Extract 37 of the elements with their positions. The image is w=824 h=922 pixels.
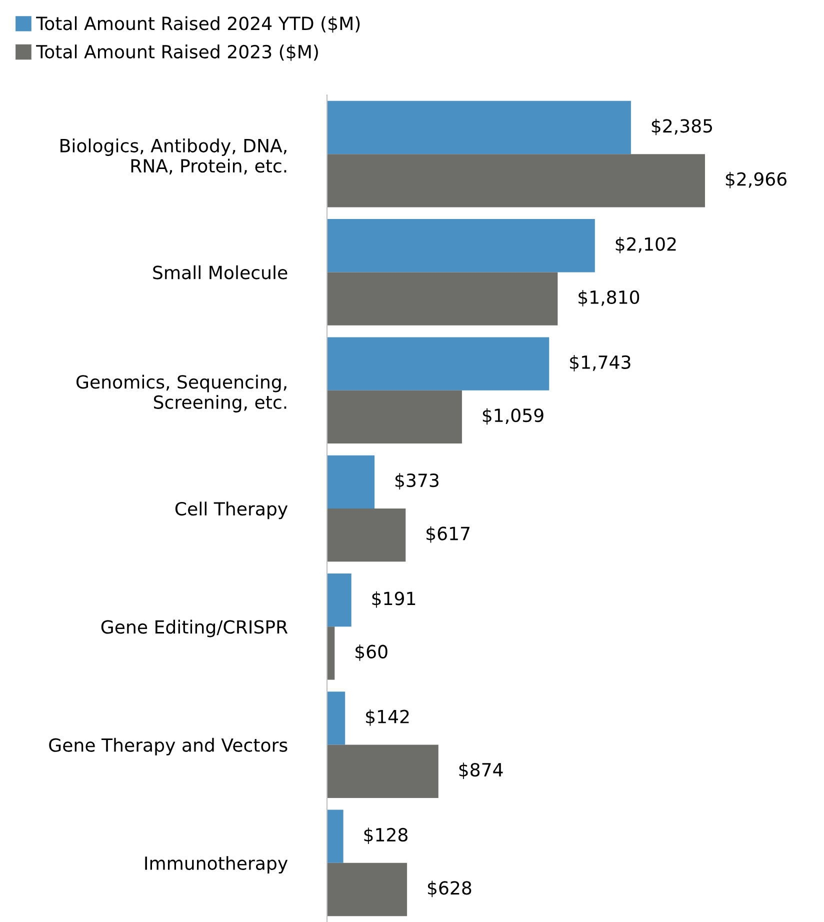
bar [327,744,438,798]
data-label: $1,810 [578,290,640,306]
y-tick-label: Small Molecule [153,265,288,280]
bar [327,508,406,562]
bar [327,390,462,444]
bar [327,455,375,508]
data-label: $2,102 [616,236,676,254]
data-label: $373 [395,473,438,490]
bar [327,692,346,745]
y-tick-label: Biologics, Antibody, DNA, RNA, Protein, etc. [60,138,286,175]
y-tick-label: Cell Therapy [175,502,288,520]
data-label: $2,966 [726,172,786,188]
bar [327,573,352,627]
data-label: $128 [364,828,408,844]
y-tick-label: Gene Editing/CRISPR [101,620,288,638]
bar [327,862,408,916]
y-tick-label: Gene Therapy and Vectors [49,738,288,756]
data-label: $617 [426,526,470,543]
bar [327,626,335,680]
data-label: $874 [459,762,503,780]
bar [327,219,595,272]
legend-label: Total Amount Raised 2024 YTD ($M) [36,16,360,33]
bar [327,810,344,863]
data-label: $628 [428,880,472,898]
bar [327,154,705,208]
data-label: $1,059 [482,408,544,425]
data-label: $142 [366,709,409,726]
data-label: $2,385 [652,118,712,136]
bar [327,272,558,326]
y-tick-label: Immunotherapy [145,856,288,874]
legend-label: Total Amount Raised 2023 ($M) [36,44,318,61]
data-label: $60 [356,644,388,661]
bar [327,337,550,390]
data-label: $1,743 [570,355,630,372]
bar [327,100,631,154]
data-label: $191 [372,591,416,608]
y-tick-label: Genomics, Sequencing, Screening, etc. [76,374,286,412]
